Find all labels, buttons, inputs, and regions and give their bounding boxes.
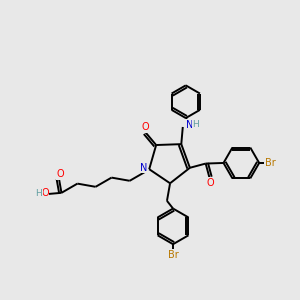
Text: O: O — [57, 169, 64, 179]
Text: Br: Br — [168, 250, 178, 260]
Text: O: O — [141, 122, 149, 132]
Text: N: N — [186, 120, 193, 130]
Text: O: O — [206, 178, 214, 188]
Text: H: H — [193, 120, 199, 129]
Text: H: H — [35, 189, 42, 198]
Text: O: O — [41, 188, 49, 198]
Text: Br: Br — [265, 158, 275, 168]
Text: N: N — [140, 163, 148, 173]
